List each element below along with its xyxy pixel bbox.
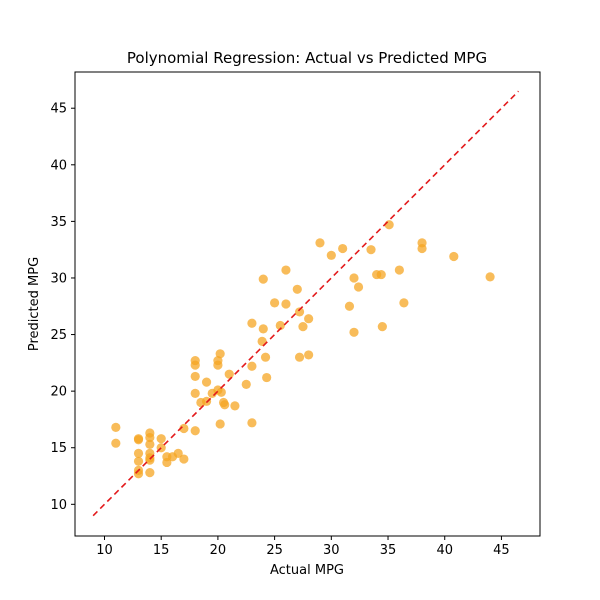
y-tick-label: 10 [50, 498, 67, 513]
x-tick-label: 35 [380, 543, 397, 558]
data-point [353, 282, 364, 292]
y-axis-label: Predicted MPG [27, 257, 42, 351]
data-point [294, 352, 305, 362]
data-point [111, 422, 121, 432]
data-point [230, 401, 240, 411]
data-point [326, 250, 336, 260]
data-point [281, 265, 291, 275]
data-point [201, 396, 212, 406]
data-point [376, 269, 386, 280]
data-point [258, 324, 268, 334]
data-point [258, 274, 268, 284]
x-tick-label: 10 [96, 543, 113, 558]
plot-frame [74, 71, 541, 537]
data-point [260, 352, 271, 362]
data-point [344, 301, 355, 311]
y-tick-label: 15 [50, 441, 67, 456]
data-point [111, 438, 121, 448]
data-point [304, 350, 314, 360]
data-point [399, 298, 409, 308]
x-axis-ticks: 10 15 20 25 30 35 40 45 [96, 536, 510, 558]
data-point [162, 457, 172, 468]
y-tick-label: 25 [50, 328, 67, 343]
data-point [247, 418, 257, 428]
data-point [377, 322, 387, 332]
data-point [315, 238, 325, 248]
data-point [292, 284, 302, 294]
data-point [133, 448, 144, 458]
y-tick-label: 40 [50, 158, 67, 173]
data-point [190, 360, 200, 370]
data-point [366, 245, 376, 255]
data-point [190, 371, 200, 382]
data-point [485, 272, 495, 282]
data-point [349, 273, 359, 283]
data-point [156, 434, 166, 444]
data-point [449, 251, 459, 262]
data-point [247, 361, 257, 371]
data-point [262, 372, 272, 383]
data-point [213, 360, 223, 370]
data-point [247, 318, 257, 328]
y-tick-label: 45 [50, 102, 67, 117]
data-point [270, 298, 280, 308]
data-point [215, 349, 225, 359]
data-point [190, 388, 200, 399]
data-point [281, 299, 291, 309]
x-tick-label: 20 [210, 543, 227, 558]
data-point [220, 400, 230, 410]
data-point [241, 379, 251, 389]
x-tick-label: 15 [153, 543, 170, 558]
data-point [133, 469, 144, 479]
y-axis-ticks: 10 15 20 25 30 35 40 45 [50, 102, 75, 513]
data-point [190, 426, 200, 436]
data-point [384, 220, 394, 230]
y-tick-label: 30 [50, 271, 67, 286]
chart-title: Polynomial Regression: Actual vs Predict… [127, 49, 487, 67]
data-point [275, 320, 285, 331]
data-point [298, 322, 308, 332]
data-point [216, 387, 226, 397]
data-point [145, 439, 155, 449]
data-points [111, 220, 495, 479]
data-point [224, 369, 234, 379]
data-point [133, 435, 144, 445]
data-point [133, 456, 144, 466]
data-point [179, 454, 189, 464]
data-point [417, 243, 427, 254]
data-point [294, 307, 305, 317]
reference-line [92, 90, 520, 517]
x-tick-label: 30 [323, 543, 340, 558]
reference-line-group [92, 90, 520, 517]
data-point [215, 419, 225, 429]
data-point [201, 377, 212, 387]
data-point [173, 448, 183, 458]
x-tick-label: 45 [493, 543, 510, 558]
x-axis-label: Actual MPG [270, 563, 344, 578]
x-tick-label: 25 [266, 543, 283, 558]
data-point [145, 468, 155, 478]
data-point [338, 243, 348, 254]
data-point [179, 423, 189, 434]
y-tick-label: 20 [50, 385, 67, 400]
data-point [304, 314, 314, 324]
data-point [394, 265, 404, 275]
y-tick-label: 35 [50, 215, 67, 230]
x-tick-label: 40 [436, 543, 453, 558]
data-point [145, 432, 155, 443]
data-point [349, 327, 359, 337]
